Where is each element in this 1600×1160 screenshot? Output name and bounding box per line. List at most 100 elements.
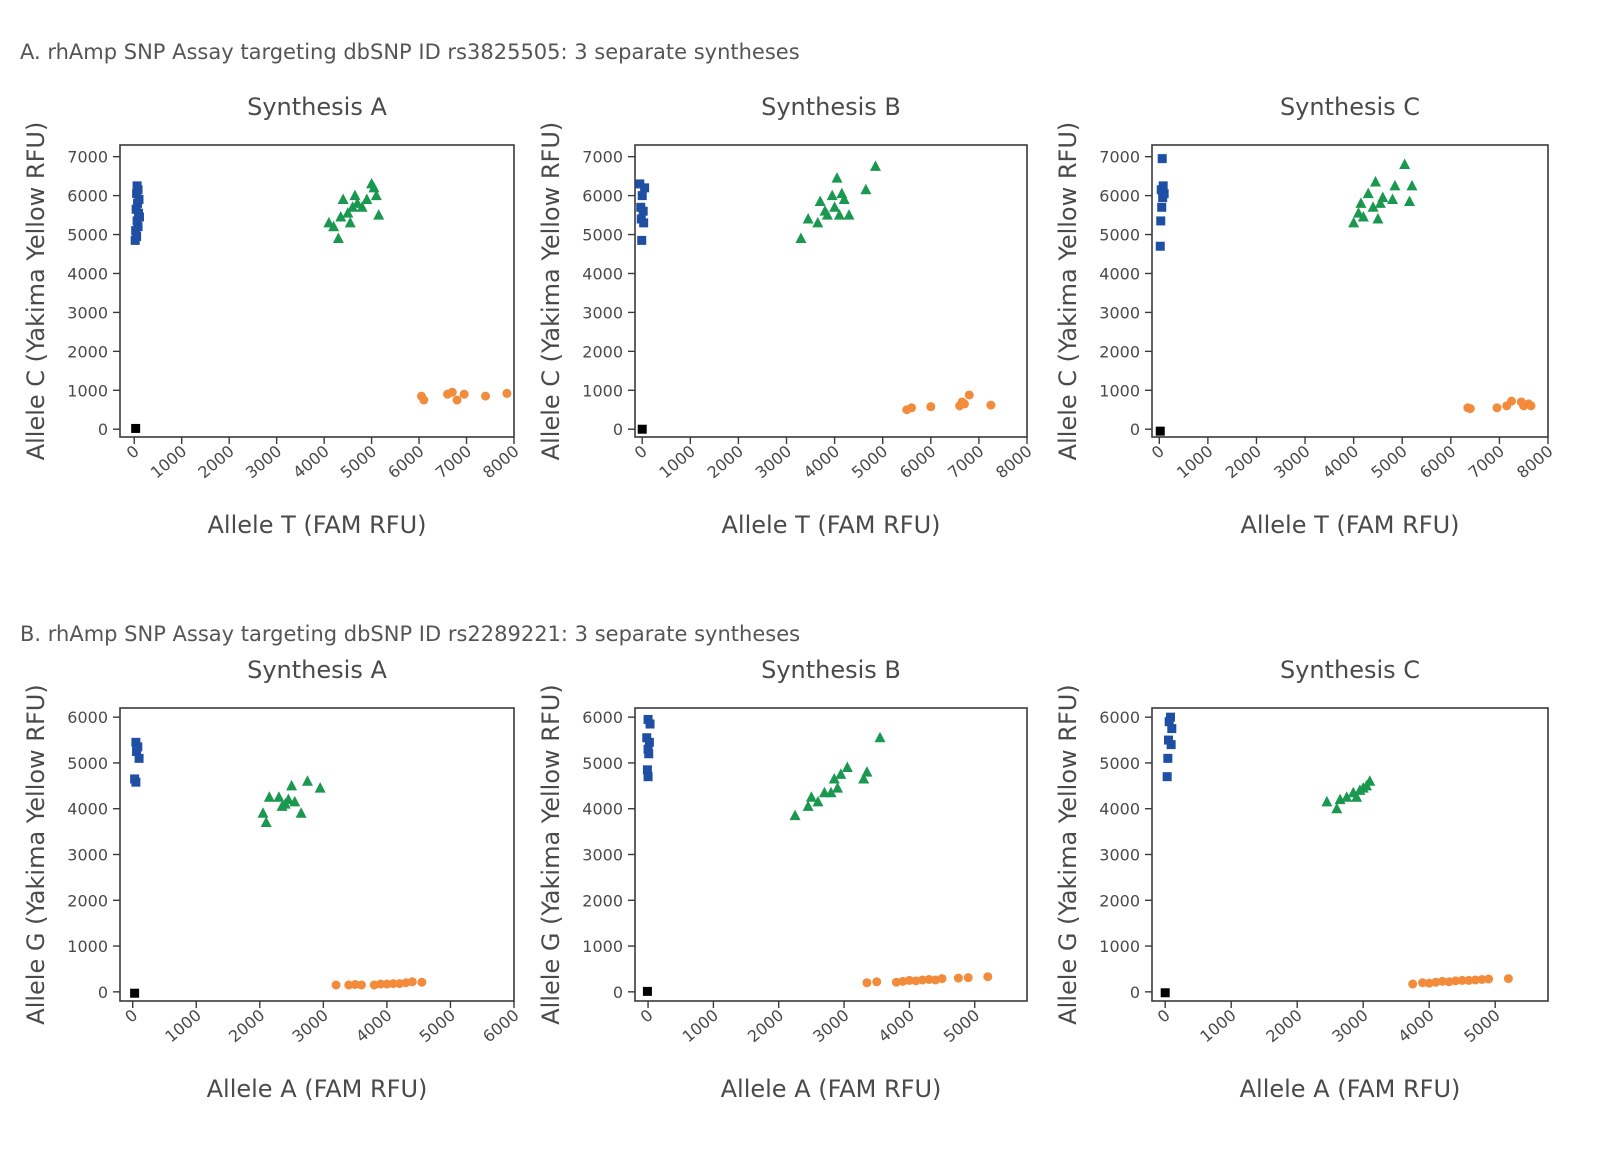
x-tick-label: 1000 [679, 1006, 722, 1047]
y-tick-label: 1000 [67, 937, 108, 956]
data-point-heterozygous [831, 172, 843, 183]
y-tick-label: 5000 [582, 754, 623, 773]
y-axis-label: Allele G (Yakima Yellow RFU) [537, 684, 565, 1024]
x-axis-label: Allele A (FAM RFU) [207, 1075, 428, 1103]
x-tick-label: 0 [631, 442, 651, 463]
section-b-title: B. rhAmp SNP Assay targeting dbSNP ID rs… [20, 622, 801, 646]
x-tick-label: 3000 [809, 1006, 852, 1047]
x-tick-label: 4000 [352, 1006, 395, 1047]
y-tick-label: 4000 [582, 800, 623, 819]
y-tick-label: 6000 [1099, 187, 1140, 206]
data-point-heterozygous [1406, 179, 1418, 191]
data-point-homozygous-allele-t [419, 395, 429, 405]
x-tick-label: 3000 [1328, 1006, 1371, 1047]
data-point-heterozygous [1357, 211, 1369, 222]
x-tick-label: 5000 [1460, 1006, 1503, 1047]
data-point-homozygous-allele-c [637, 235, 647, 245]
data-point-homozygous-allele-t [1492, 403, 1502, 413]
x-axis-label: Allele T (FAM RFU) [208, 511, 427, 539]
y-tick-label: 5000 [1099, 754, 1140, 773]
data-point-heterozygous [802, 212, 814, 224]
chart-title: Synthesis A [247, 93, 387, 121]
plot-frame [634, 144, 1028, 438]
data-point-homozygous-allele-a [983, 972, 993, 982]
data-point-homozygous-allele-a [331, 980, 341, 990]
data-point-heterozygous [1370, 175, 1382, 187]
x-tick-label: 5000 [1367, 442, 1410, 483]
data-point-homozygous-allele-t [452, 395, 462, 405]
data-point-homozygous-allele-a [963, 973, 973, 983]
data-point-heterozygous [260, 816, 272, 827]
x-axis-label: Allele T (FAM RFU) [1241, 511, 1460, 539]
data-point-heterozygous [370, 189, 382, 201]
y-tick-label: 5000 [1099, 226, 1140, 245]
y-axis-label: Allele C (Yakima Yellow RFU) [537, 122, 565, 461]
data-point-homozygous-allele-t [1526, 401, 1536, 411]
data-point-heterozygous [829, 201, 841, 212]
y-tick-label: 3000 [582, 846, 623, 865]
data-point-homozygous-allele-c [638, 206, 648, 216]
data-point-heterozygous [361, 193, 373, 205]
data-point-ntc [131, 423, 141, 433]
y-tick-label: 1000 [67, 381, 108, 400]
y-tick-label: 7000 [1099, 148, 1140, 167]
y-tick-label: 1000 [1099, 381, 1140, 400]
y-tick-label: 6000 [582, 708, 623, 727]
data-point-heterozygous [835, 768, 847, 779]
x-tick-label: 6000 [384, 442, 427, 483]
data-point-homozygous-allele-c [1155, 241, 1165, 251]
data-point-homozygous-allele-a [1484, 974, 1494, 984]
data-point-homozygous-allele-t [1507, 396, 1517, 406]
x-tick-label: 2000 [744, 1006, 787, 1047]
plot-frame [1151, 707, 1549, 1002]
x-tick-label: 3000 [752, 442, 795, 483]
x-tick-label: 1000 [1196, 1006, 1239, 1047]
data-point-heterozygous [828, 772, 840, 784]
data-point-heterozygous [1341, 791, 1353, 802]
y-axis-label: Allele G (Yakima Yellow RFU) [1054, 684, 1082, 1024]
data-point-heterozygous [1348, 216, 1360, 228]
data-point-heterozygous [349, 189, 361, 201]
y-tick-label: 5000 [582, 226, 623, 245]
y-tick-label: 0 [98, 983, 108, 1002]
data-point-heterozygous [861, 766, 873, 777]
y-tick-label: 0 [613, 420, 623, 439]
data-point-heterozygous [843, 209, 855, 220]
data-point-heterozygous [833, 209, 845, 220]
y-tick-label: 0 [613, 983, 623, 1002]
y-axis-label: Allele C (Yakima Yellow RFU) [22, 122, 50, 461]
plot-frame [119, 144, 515, 438]
data-point-heterozygous [795, 232, 807, 243]
y-tick-label: 5000 [67, 754, 108, 773]
y-tick-label: 7000 [67, 148, 108, 167]
data-point-homozygous-allele-t [964, 390, 974, 400]
y-tick-label: 0 [1130, 983, 1140, 1002]
y-tick-label: 4000 [1099, 800, 1140, 819]
data-point-homozygous-allele-a [937, 974, 947, 984]
plot-frame [119, 707, 515, 1002]
y-tick-label: 2000 [582, 342, 623, 361]
x-tick-label: 4000 [1319, 442, 1362, 483]
data-point-heterozygous [812, 795, 824, 807]
data-point-homozygous-allele-a [1431, 977, 1441, 987]
data-point-homozygous-allele-a [1470, 975, 1480, 985]
x-tick-label: 4000 [875, 1006, 918, 1047]
data-point-homozygous-allele-c [1158, 193, 1168, 203]
data-point-homozygous-allele-g [1167, 724, 1177, 734]
x-tick-label: 8000 [1513, 442, 1556, 483]
y-tick-label: 4000 [67, 264, 108, 283]
data-point-heterozygous [257, 807, 269, 818]
x-tick-label: 0 [123, 442, 143, 463]
chart-title: Synthesis C [1280, 656, 1420, 684]
y-tick-label: 6000 [582, 187, 623, 206]
data-point-homozygous-allele-g [644, 749, 654, 759]
data-point-homozygous-allele-a [376, 979, 386, 989]
data-point-homozygous-allele-a [1503, 974, 1513, 984]
x-tick-label: 7000 [432, 442, 475, 483]
data-point-homozygous-allele-c [131, 226, 141, 236]
data-point-heterozygous [874, 731, 886, 743]
data-point-heterozygous [289, 795, 301, 807]
data-point-homozygous-allele-g [1162, 772, 1172, 782]
x-tick-label: 6000 [896, 442, 939, 483]
